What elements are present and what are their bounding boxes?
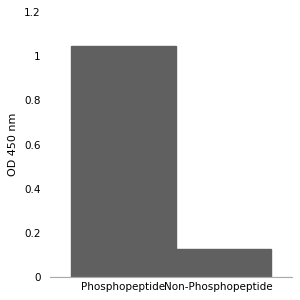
Bar [165, 249, 271, 277]
Y-axis label: OD 450 nm: OD 450 nm [8, 113, 18, 176]
Bar [70, 46, 176, 277]
